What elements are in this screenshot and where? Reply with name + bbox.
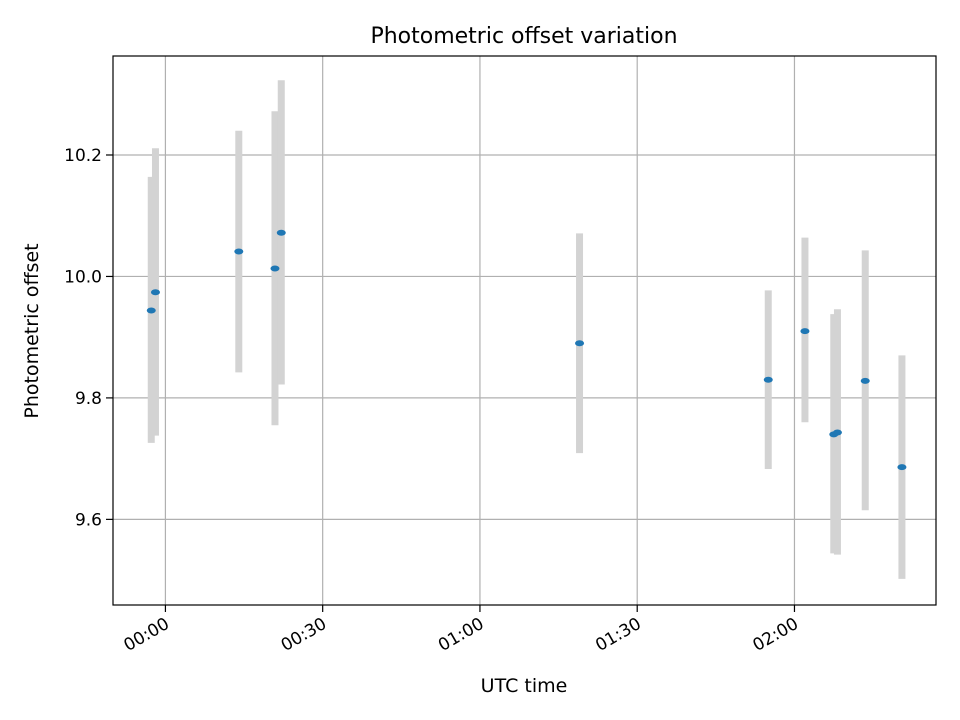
axes-frame bbox=[112, 55, 937, 606]
data-point bbox=[763, 376, 773, 383]
grid-lines bbox=[113, 56, 936, 605]
data-point bbox=[146, 307, 156, 314]
y-tick-label: 9.6 bbox=[75, 510, 102, 530]
data-point bbox=[234, 248, 244, 255]
data-point bbox=[832, 429, 842, 436]
y-axis-label: Photometric offset bbox=[21, 243, 43, 418]
data-point bbox=[800, 328, 810, 335]
data-point bbox=[897, 464, 907, 471]
x-axis-label: UTC time bbox=[481, 675, 568, 697]
data-point bbox=[276, 229, 286, 236]
data-point bbox=[860, 377, 870, 384]
data-point bbox=[150, 289, 160, 296]
data-point bbox=[270, 265, 280, 272]
y-tick-label: 9.8 bbox=[75, 389, 102, 409]
data-markers bbox=[146, 229, 907, 471]
y-axis-ticks: 9.6 9.8 10.0 10.2 bbox=[64, 146, 113, 530]
y-tick-label: 10.0 bbox=[64, 267, 102, 287]
data-point bbox=[575, 340, 585, 347]
y-tick-label: 10.2 bbox=[64, 146, 102, 166]
chart-title: Photometric offset variation bbox=[370, 24, 677, 49]
